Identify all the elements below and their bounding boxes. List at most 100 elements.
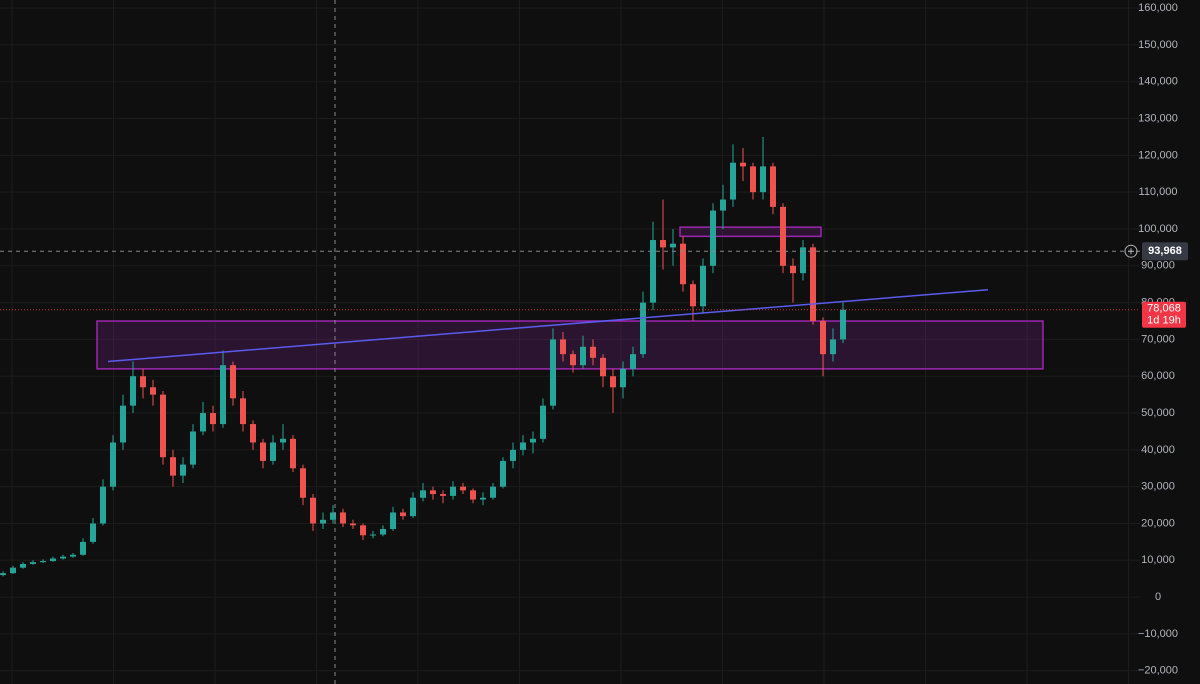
candle-body xyxy=(20,563,26,568)
candle-body xyxy=(330,512,336,520)
candle-body xyxy=(470,490,476,500)
candle-body xyxy=(570,354,576,366)
candle-body xyxy=(310,497,316,524)
candle-body xyxy=(100,486,106,524)
candle-body xyxy=(690,284,696,307)
candle-body xyxy=(30,562,36,564)
candle-body xyxy=(610,376,616,388)
candle-body xyxy=(540,405,546,439)
candle-body xyxy=(710,210,716,266)
candle-body xyxy=(160,394,166,458)
candle-body xyxy=(580,346,586,366)
candle-body xyxy=(170,457,176,476)
last-price-countdown: 1d 19h xyxy=(1147,315,1181,327)
candle-body xyxy=(190,431,196,465)
candle-body xyxy=(750,166,756,193)
y-tick-label: −10,000 xyxy=(1138,628,1178,640)
crosshair-plus-icon xyxy=(1128,248,1134,255)
candle-body xyxy=(700,265,706,307)
y-tick-label: 0 xyxy=(1155,591,1161,603)
candle-body xyxy=(520,442,526,450)
candle-body xyxy=(280,438,286,443)
candle-body xyxy=(270,442,276,461)
candle-body xyxy=(550,339,556,406)
candle-body xyxy=(480,497,486,500)
y-tick-label: 100,000 xyxy=(1138,223,1178,235)
crosshair-label-bg xyxy=(1142,242,1188,261)
candle-body xyxy=(90,523,96,542)
candle-body xyxy=(40,561,46,563)
candle-body xyxy=(360,525,366,536)
candle-body xyxy=(390,512,396,530)
candle-body xyxy=(730,162,736,200)
candle-body xyxy=(560,339,566,355)
candle-body xyxy=(460,486,466,491)
candle-body xyxy=(660,240,666,248)
candle-body xyxy=(370,534,376,536)
candle-body xyxy=(420,490,426,498)
candle-body xyxy=(150,387,156,395)
y-tick-label: 90,000 xyxy=(1141,260,1175,272)
y-tick-label: 140,000 xyxy=(1138,76,1178,88)
last-price-label: 78,068 xyxy=(1147,303,1181,315)
y-tick-label: 130,000 xyxy=(1138,112,1178,124)
candle-body xyxy=(530,438,536,443)
candle-body xyxy=(140,376,146,388)
candle-body xyxy=(650,240,656,303)
y-tick-label: 160,000 xyxy=(1138,2,1178,14)
y-tick-label: 30,000 xyxy=(1141,481,1175,493)
candle-body xyxy=(320,519,326,524)
candle-body xyxy=(620,368,626,388)
candle-body xyxy=(230,365,236,399)
candle-body xyxy=(340,512,346,524)
candle-body xyxy=(740,162,746,167)
candle-body xyxy=(380,529,386,535)
candle-body xyxy=(790,265,796,274)
candle-body xyxy=(510,449,516,461)
candle-body xyxy=(80,541,86,555)
crosshair-label: 93,968 xyxy=(1148,245,1182,257)
candle-body xyxy=(10,567,16,574)
candle-body xyxy=(770,166,776,207)
candle-body xyxy=(680,243,686,285)
candle-body xyxy=(200,413,206,432)
candle-body xyxy=(410,497,416,517)
candle-body xyxy=(760,166,766,193)
y-tick-label: −20,000 xyxy=(1138,665,1178,677)
y-tick-label: 10,000 xyxy=(1141,554,1175,566)
candle-body xyxy=(350,523,356,526)
candle-body xyxy=(300,468,306,498)
candle-body xyxy=(670,243,676,248)
last-price-label-bg xyxy=(1142,301,1186,328)
candle-body xyxy=(640,302,646,355)
candle-body xyxy=(720,199,726,211)
candle-body xyxy=(0,573,6,576)
y-tick-label: 110,000 xyxy=(1139,186,1178,198)
candle-body xyxy=(490,486,496,498)
candle-body xyxy=(60,556,66,559)
candle-body xyxy=(110,442,116,487)
candle-body xyxy=(180,464,186,476)
zone xyxy=(679,226,822,238)
candle-body xyxy=(840,309,846,340)
trendline xyxy=(107,288,989,363)
candle-body xyxy=(260,442,266,461)
candle-body xyxy=(130,376,136,406)
candle-body xyxy=(220,365,226,425)
candle-body xyxy=(810,247,816,322)
y-tick-label: 60,000 xyxy=(1141,370,1175,382)
crosshair-plus-button xyxy=(1124,244,1138,258)
candle-body xyxy=(70,554,76,557)
y-tick-label: 120,000 xyxy=(1138,149,1178,161)
candle-body xyxy=(400,512,406,517)
candle-body xyxy=(290,438,296,469)
candle-body xyxy=(780,206,786,266)
candle-body xyxy=(500,460,506,487)
candle-body xyxy=(50,558,56,562)
y-tick-label: 150,000 xyxy=(1138,39,1178,51)
candle-body xyxy=(210,413,216,425)
candle-body xyxy=(250,424,256,443)
candle-body xyxy=(440,494,446,496)
candle-body xyxy=(830,339,836,355)
